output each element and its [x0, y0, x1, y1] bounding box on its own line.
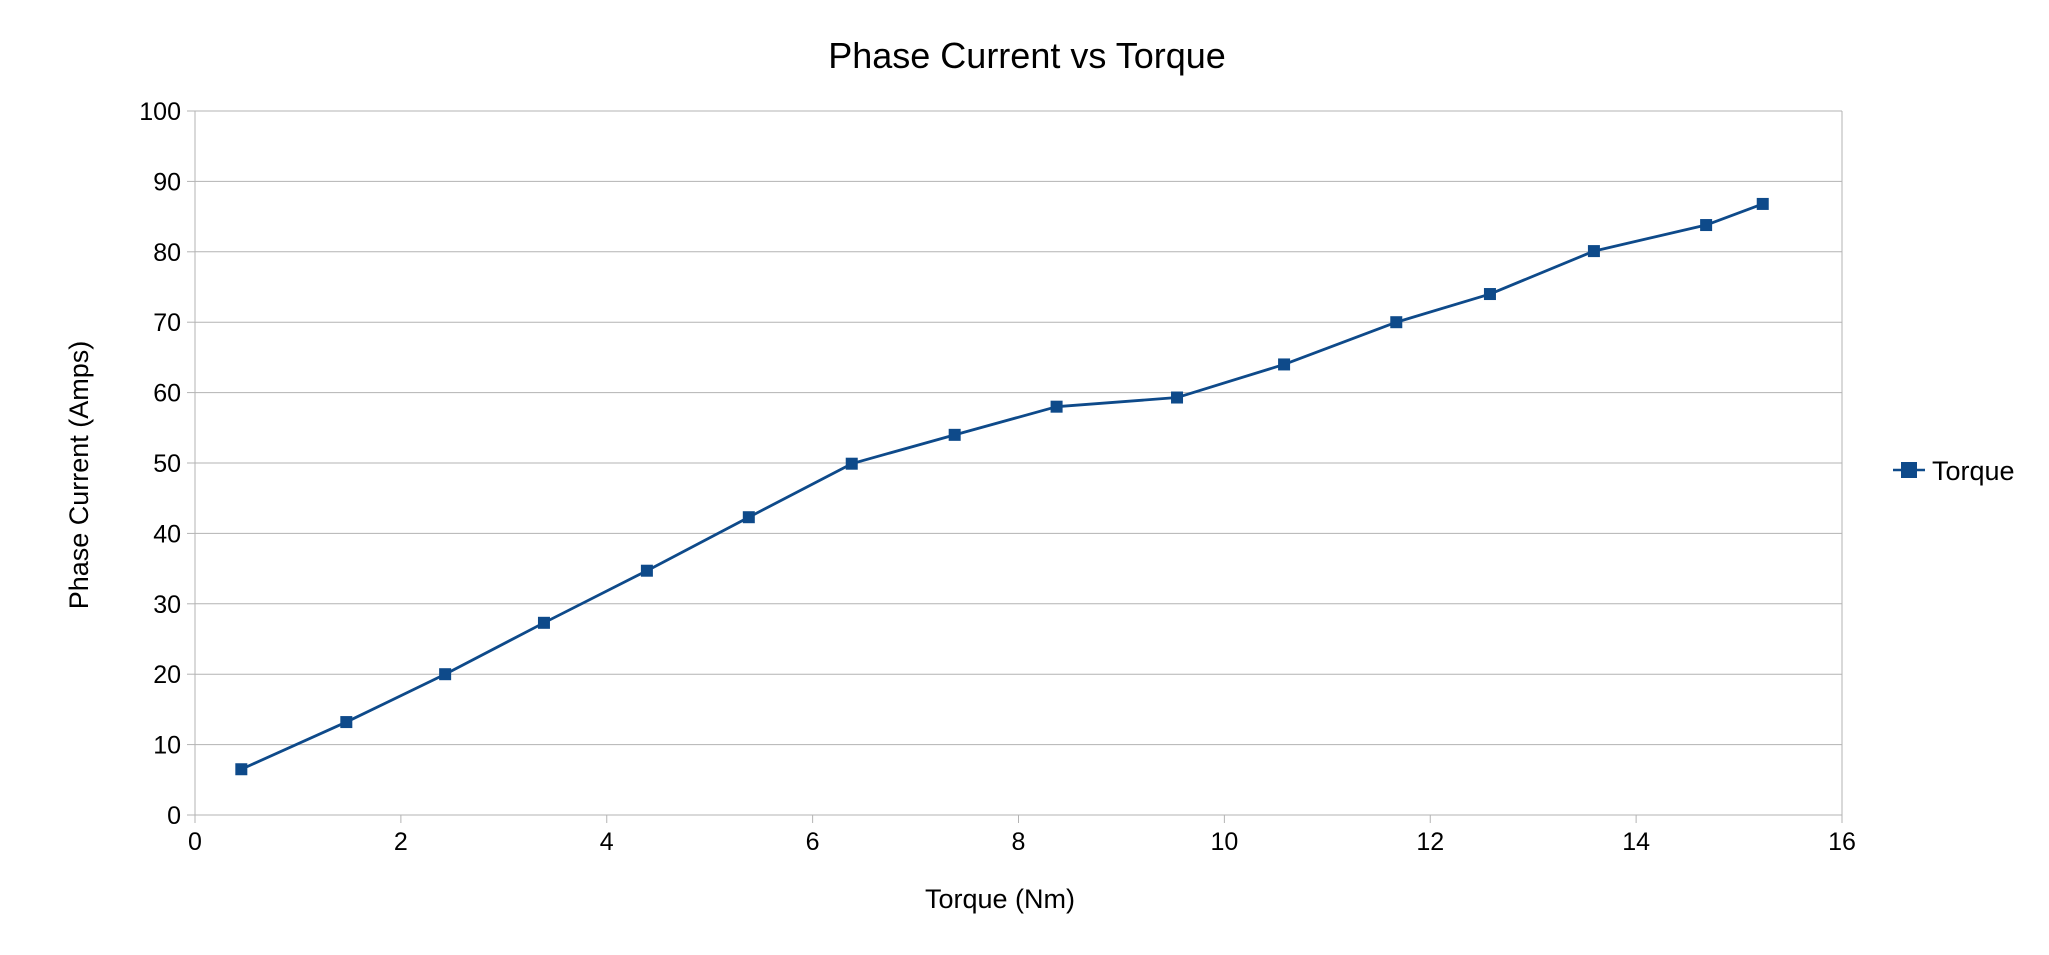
data-point: [439, 668, 452, 681]
x-tick-label: 6: [806, 828, 820, 856]
legend: Torque: [1893, 456, 2015, 486]
y-tick-label: 70: [153, 309, 181, 337]
data-point: [1050, 400, 1063, 413]
x-tick-label: 10: [1210, 828, 1238, 856]
data-point: [537, 616, 550, 629]
data-point: [948, 428, 961, 441]
y-tick-label: 50: [153, 450, 181, 478]
gridlines: [195, 110, 1842, 816]
y-tick-label: 30: [153, 591, 181, 619]
y-tick-label: 90: [153, 168, 181, 196]
data-point: [1483, 288, 1496, 301]
x-tick-label: 12: [1416, 828, 1444, 856]
y-tick-label: 60: [153, 380, 181, 408]
y-tick-label: 80: [153, 239, 181, 267]
series-group: [235, 197, 1769, 776]
data-point: [1390, 316, 1403, 329]
y-tick-label: 0: [167, 802, 181, 830]
data-point: [1756, 197, 1769, 210]
data-point: [340, 716, 353, 729]
x-tick-labels: 0 2 4 6 8 10 12 14 16: [188, 828, 1856, 856]
data-point: [1587, 245, 1600, 258]
y-tick-label: 20: [153, 661, 181, 689]
x-tick-label: 14: [1622, 828, 1650, 856]
data-point: [235, 763, 248, 776]
axes: [187, 110, 1843, 823]
data-point: [845, 457, 858, 470]
data-point: [1278, 358, 1291, 371]
legend-marker-swatch: [1901, 462, 1917, 478]
x-axis-label: Torque (Nm): [925, 884, 1075, 914]
x-tick-label: 16: [1828, 828, 1856, 856]
x-tick-label: 8: [1012, 828, 1026, 856]
y-tick-label: 100: [139, 98, 181, 126]
series-line: [240, 202, 1764, 771]
data-point: [1171, 391, 1184, 404]
chart-title: Phase Current vs Torque: [828, 35, 1226, 76]
data-point: [1700, 219, 1713, 232]
legend-label: Torque: [1932, 456, 2015, 486]
x-tick-label: 2: [394, 828, 408, 856]
y-axis-label: Phase Current (Amps): [64, 341, 94, 610]
y-tick-label: 40: [153, 520, 181, 548]
y-tick-labels: 0 10 20 30 40 50 60 70 80 90 100: [139, 98, 181, 830]
x-tick-label: 0: [188, 828, 202, 856]
y-tick-label: 10: [153, 732, 181, 760]
data-point: [640, 564, 653, 577]
x-tick-label: 4: [600, 828, 614, 856]
data-point: [742, 511, 755, 524]
